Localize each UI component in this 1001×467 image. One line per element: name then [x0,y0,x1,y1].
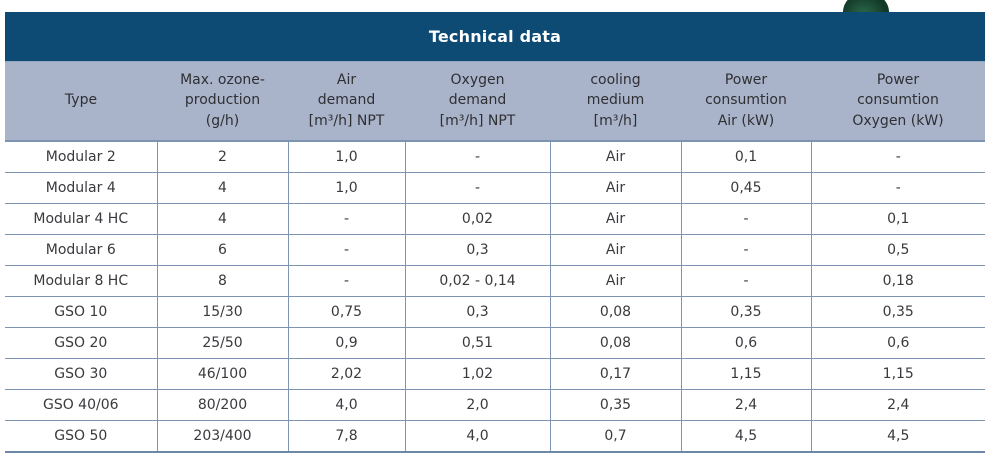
table-cell-ozone: 2 [157,141,289,173]
table-cell-cooling: Air [550,141,682,173]
table-cell-type: Modular 8 HC [5,265,158,297]
table-cell-ozone: 4 [157,172,289,204]
table-cell-ozone: 203/400 [157,420,289,453]
table-cell-power_oxygen: 2,4 [811,389,985,421]
table-cell-power_oxygen: 0,1 [811,203,985,235]
table-cell-cooling: 0,08 [550,296,682,328]
table-cell-cooling: Air [550,265,682,297]
table-cell-ozone: 8 [157,265,289,297]
table-cell-cooling: 0,35 [550,389,682,421]
table-cell-type: GSO 30 [5,358,158,390]
column-header-power_air: Power consumtion Air (kW) [681,61,811,142]
technical-data-table: Type Max. ozone- production (g/h) Air dema… [5,61,985,453]
table-cell-air_demand: 0,75 [288,296,406,328]
table-cell-power_oxygen: 0,18 [811,265,985,297]
table-cell-oxygen_demand: 0,51 [405,327,551,359]
table-cell-power_air: 2,4 [681,389,812,421]
table-row: Modular 8 HC 8-0,02 - 0,14 Air -0,18 [5,265,985,297]
table-row: Modular 2 2 1,0- Air 0,1- [5,141,985,173]
table-cell-power_oxygen: 4,5 [811,420,985,453]
table-cell-type: GSO 10 [5,296,158,328]
column-header-cooling: cooling medium [m³/h] [550,61,681,142]
table-cell-ozone: 80/200 [157,389,289,421]
table-cell-cooling: Air [550,203,682,235]
table-cell-type: Modular 6 [5,234,158,266]
table-cell-cooling: Air [550,172,682,204]
table-cell-cooling: Air [550,234,682,266]
table-row: Modular 4 4 1,0- Air 0,45- [5,172,985,204]
table-cell-type: GSO 40/06 [5,389,158,421]
table-cell-oxygen_demand: 0,02 [405,203,551,235]
table-cell-power_oxygen: 0,6 [811,327,985,359]
table-cell-oxygen_demand: 0,02 - 0,14 [405,265,551,297]
header-row: Type Max. ozone- production (g/h) Air dema… [5,61,985,142]
table-row: GSO 20 25/50 0,9 0,51 0,08 0,6 0,6 [5,327,985,359]
table-cell-type: GSO 50 [5,420,158,453]
table-row: GSO 40/06 80/200 4,0 2,0 0,35 2,4 2,4 [5,389,985,421]
table-row: Modular 6 6-0,3 Air -0,5 [5,234,985,266]
table-cell-type: GSO 20 [5,327,158,359]
table-title: Technical data [5,12,985,61]
table-cell-ozone: 15/30 [157,296,289,328]
table-cell-oxygen_demand: 4,0 [405,420,551,453]
table-cell-power_oxygen: - [811,141,985,173]
table-row: GSO 30 46/100 2,02 1,02 0,17 1,15 1,15 [5,358,985,390]
table-cell-power_air: - [681,234,812,266]
column-header-ozone: Max. ozone- production (g/h) [157,61,288,142]
column-header-oxygen_demand: Oxygen demand [m³/h] NPT [405,61,550,142]
table-cell-ozone: 6 [157,234,289,266]
table-cell-oxygen_demand: 0,3 [405,296,551,328]
table-cell-power_air: 4,5 [681,420,812,453]
table-cell-air_demand: - [288,265,406,297]
table-cell-air_demand: - [288,234,406,266]
table-cell-power_air: 0,6 [681,327,812,359]
table-cell-cooling: 0,08 [550,327,682,359]
table-cell-power_air: - [681,203,812,235]
table-cell-type: Modular 4 HC [5,203,158,235]
column-header-air_demand: Air demand [m³/h] NPT [288,61,405,142]
table-cell-air_demand: 1,0 [288,172,406,204]
table-cell-power_oxygen: 0,5 [811,234,985,266]
column-header-type: Type [5,61,157,142]
table-cell-power_oxygen: 0,35 [811,296,985,328]
table-cell-oxygen_demand: 2,0 [405,389,551,421]
table-cell-type: Modular 2 [5,141,158,173]
table-cell-cooling: 0,17 [550,358,682,390]
table-cell-oxygen_demand: 1,02 [405,358,551,390]
table-row: Modular 4 HC 4-0,02 Air -0,1 [5,203,985,235]
column-header-power_oxygen: Power consumtion Oxygen (kW) [811,61,985,142]
table-row: GSO 50 203/400 7,8 4,0 0,7 4,5 4,5 [5,420,985,453]
table-cell-air_demand: 4,0 [288,389,406,421]
table-cell-air_demand: 2,02 [288,358,406,390]
table-row: GSO 10 15/30 0,75 0,3 0,08 0,35 0,35 [5,296,985,328]
table-cell-power_oxygen: - [811,172,985,204]
table-cell-power_air: 0,35 [681,296,812,328]
table-body: Modular 2 2 1,0- Air 0,1- Modular 4 4 1,0- Air 0,… [5,141,985,453]
table-cell-air_demand: 0,9 [288,327,406,359]
table-cell-oxygen_demand: - [405,141,551,173]
table-cell-cooling: 0,7 [550,420,682,453]
table-cell-ozone: 25/50 [157,327,289,359]
table-cell-power_air: 1,15 [681,358,812,390]
table-cell-oxygen_demand: 0,3 [405,234,551,266]
table-cell-ozone: 4 [157,203,289,235]
table-cell-air_demand: - [288,203,406,235]
table-cell-oxygen_demand: - [405,172,551,204]
table-cell-power_oxygen: 1,15 [811,358,985,390]
table-cell-ozone: 46/100 [157,358,289,390]
technical-data-panel: Technical data Type Max. ozone- productio… [5,12,985,453]
table-cell-power_air: - [681,265,812,297]
table-cell-air_demand: 7,8 [288,420,406,453]
table-header: Type Max. ozone- production (g/h) Air dema… [5,61,985,142]
table-cell-air_demand: 1,0 [288,141,406,173]
table-cell-power_air: 0,1 [681,141,812,173]
table-cell-power_air: 0,45 [681,172,812,204]
table-cell-type: Modular 4 [5,172,158,204]
